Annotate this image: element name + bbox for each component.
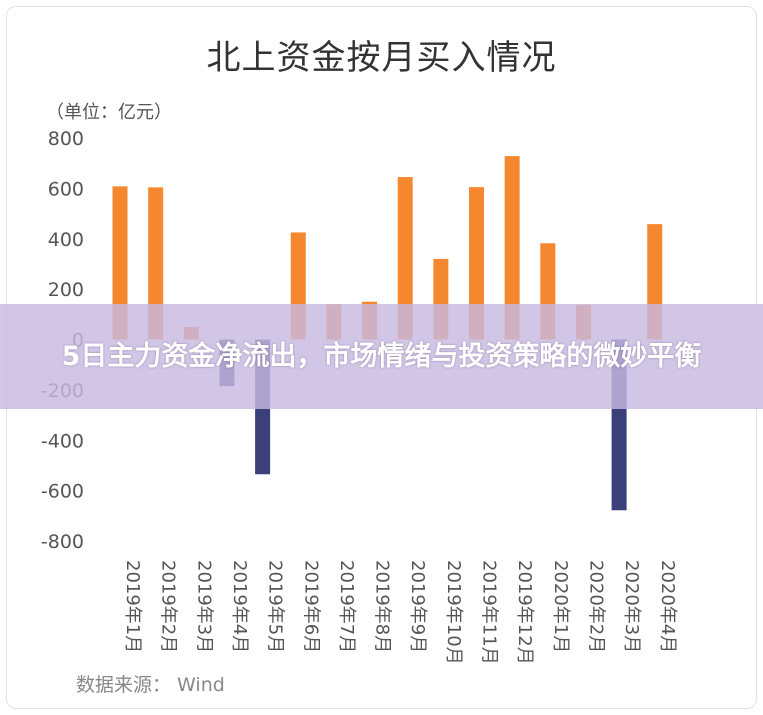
bar xyxy=(148,187,164,340)
bar xyxy=(397,177,413,340)
x-tick-label: 2019年11月 xyxy=(479,560,500,665)
y-tick-label: 200 xyxy=(48,279,84,301)
headline-text: 5日主力资金净流出，市场情绪与投资策略的微妙平衡 xyxy=(61,340,702,372)
bar xyxy=(469,187,484,340)
x-tick-label: 2020年4月 xyxy=(657,560,678,653)
y-tick-label: 400 xyxy=(48,229,84,251)
x-tick-label: 2019年8月 xyxy=(372,560,393,653)
x-tick-label: 2020年2月 xyxy=(585,560,606,653)
chart-title: 北上资金按月买入情况 xyxy=(206,38,557,78)
bar xyxy=(112,186,128,340)
y-tick-label: 800 xyxy=(48,128,84,150)
x-tick-label: 2019年3月 xyxy=(193,560,214,653)
x-tick-label: 2019年6月 xyxy=(300,560,321,653)
y-tick-label: -400 xyxy=(41,430,84,452)
x-tick-label: 2019年2月 xyxy=(158,560,179,653)
x-tick-label: 2020年3月 xyxy=(621,560,642,653)
x-tick-label: 2019年4月 xyxy=(229,560,250,653)
x-tick-label: 2019年9月 xyxy=(407,560,428,653)
bar xyxy=(504,156,520,340)
y-tick-label: 600 xyxy=(48,178,84,200)
unit-label: （单位：亿元） xyxy=(46,102,172,123)
x-tick-label: 2019年1月 xyxy=(122,560,143,653)
x-tick-label: 2019年12月 xyxy=(514,560,535,665)
x-axis: 2019年1月 2019年2月 2019年3月 2019年4月 2019年5月 2019年… xyxy=(122,560,678,665)
headline-banner: 5日主力资金净流出，市场情绪与投资策略的微妙平衡 xyxy=(0,304,763,409)
data-source: 数据来源： Wind xyxy=(76,674,225,696)
x-tick-label: 2020年1月 xyxy=(550,560,571,653)
x-tick-label: 2019年7月 xyxy=(336,560,357,653)
x-tick-label: 2019年10月 xyxy=(443,560,464,665)
y-tick-label: -600 xyxy=(41,481,84,503)
y-tick-label: -800 xyxy=(41,531,84,553)
x-tick-label: 2019年5月 xyxy=(265,560,286,653)
